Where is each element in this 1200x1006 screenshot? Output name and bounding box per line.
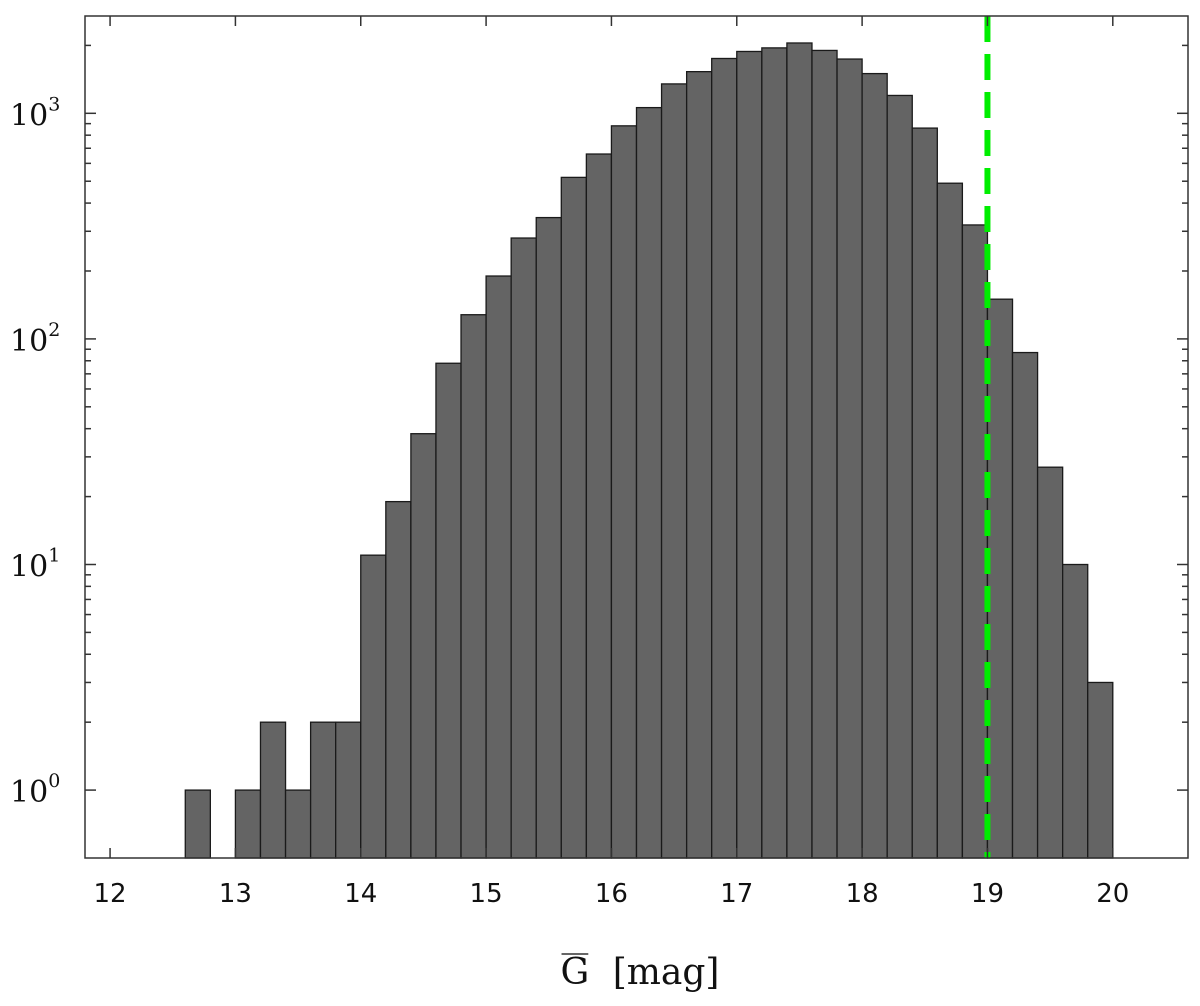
- histogram-bar: [535, 216, 562, 859]
- x-axis-label-symbol: G: [561, 952, 590, 993]
- histogram-bar: [435, 362, 462, 859]
- y-tick-exponent: 2: [48, 319, 60, 341]
- histogram-bar: [485, 275, 512, 859]
- histogram-bar: [360, 554, 387, 859]
- x-tick-label: 19: [971, 879, 1004, 909]
- histogram-bar: [460, 314, 487, 859]
- histogram-bar: [911, 127, 938, 859]
- x-tick-label: 12: [94, 879, 127, 909]
- histogram-bar: [660, 83, 688, 859]
- histogram-bar: [685, 70, 713, 859]
- histogram-bar: [309, 721, 337, 859]
- y-tick-label: 102: [10, 319, 60, 359]
- y-tick-label: 100: [10, 770, 60, 810]
- histogram-bar: [410, 433, 437, 859]
- x-tick-label: 16: [595, 879, 628, 909]
- histogram-bar: [284, 789, 312, 859]
- histogram-bar: [786, 42, 813, 859]
- y-tick-exponent: 3: [48, 93, 60, 115]
- histogram-bar: [861, 72, 888, 859]
- histogram-bar: [936, 182, 964, 859]
- x-axis-ticks: 12 13 14 15 16 17 18 19 20: [94, 16, 1129, 909]
- histogram-bar: [761, 47, 788, 859]
- histogram-bar: [184, 789, 211, 859]
- x-tick-label: 17: [720, 879, 753, 909]
- x-axis-label-unit: [mag]: [613, 952, 720, 993]
- x-tick-label: 18: [846, 879, 879, 909]
- histogram-bars: [184, 42, 1114, 859]
- y-tick-label: 103: [10, 93, 60, 133]
- histogram-bar: [836, 58, 863, 859]
- histogram-bar: [711, 57, 738, 859]
- histogram-bar: [736, 50, 763, 859]
- histogram-bar: [886, 94, 913, 859]
- x-tick-label: 15: [470, 879, 503, 909]
- histogram-bar: [259, 721, 287, 859]
- histogram-bar: [585, 153, 613, 859]
- histogram-bar: [560, 176, 588, 859]
- histogram-bar: [1062, 563, 1089, 859]
- histogram-bar: [986, 298, 1014, 859]
- histogram-bar: [961, 224, 989, 859]
- x-tick-label: 14: [344, 879, 377, 909]
- histogram-bar: [335, 721, 362, 859]
- x-axis-label: G [mag]: [561, 952, 720, 993]
- histogram-bar: [610, 125, 638, 859]
- y-tick-base: 10: [10, 98, 48, 133]
- histogram-bar: [234, 789, 262, 859]
- histogram-bar: [1036, 466, 1064, 859]
- y-tick-exponent: 0: [48, 770, 60, 792]
- y-tick-label: 101: [10, 544, 60, 584]
- y-tick-base: 10: [10, 775, 48, 810]
- x-tick-label: 13: [219, 879, 252, 909]
- y-tick-base: 10: [10, 549, 48, 584]
- x-tick-label: 20: [1096, 879, 1129, 909]
- y-tick-exponent: 1: [48, 544, 60, 566]
- histogram-bar: [1087, 681, 1114, 859]
- histogram-bar: [811, 49, 838, 859]
- y-tick-base: 10: [10, 324, 48, 359]
- histogram-bar: [510, 237, 537, 859]
- histogram-bar: [1011, 351, 1039, 859]
- histogram-bar: [385, 500, 412, 859]
- plot-frame: [84, 15, 1189, 859]
- histogram-bar: [635, 106, 663, 859]
